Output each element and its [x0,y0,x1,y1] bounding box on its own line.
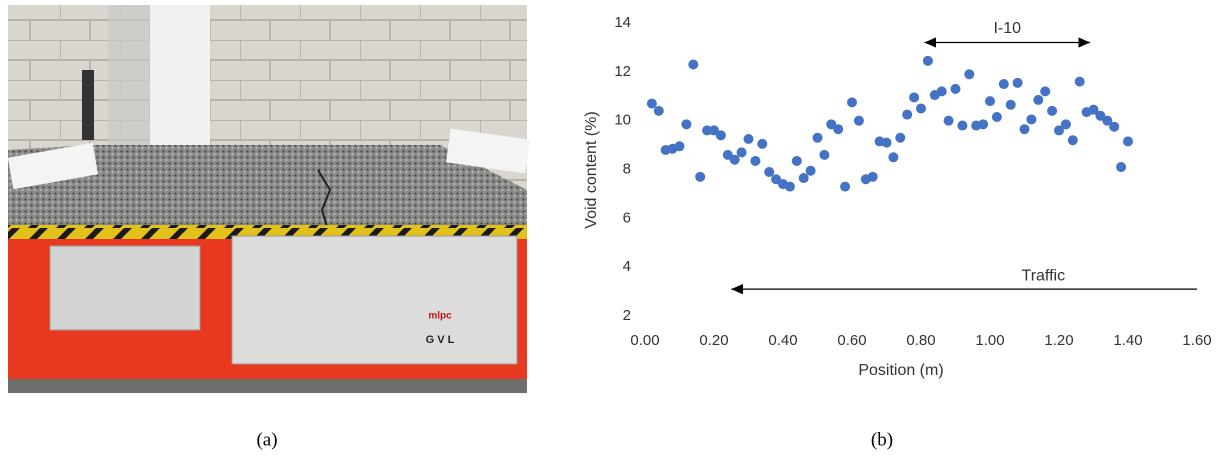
data-point [674,141,685,152]
data-point [998,79,1009,90]
y-tick-label: 12 [614,63,631,80]
y-tick-label: 2 [623,307,631,324]
data-point [743,133,754,144]
data-point [791,155,802,166]
x-tick-label: 0.00 [630,332,659,349]
photo-logo: G V L [426,334,455,346]
data-point [936,86,947,97]
data-point [1019,124,1030,135]
photo-floor [8,379,527,393]
data-point [1047,105,1058,116]
data-point [943,115,954,126]
y-tick-label: 8 [623,160,631,177]
data-point [826,119,837,130]
data-point [709,125,719,136]
data-point [847,97,857,108]
data-point [1109,121,1120,132]
data-point [757,138,768,149]
data-point [1102,115,1113,126]
photo-logo: mlpc [428,311,452,322]
photo-panel [49,245,201,331]
data-point [646,98,657,109]
data-point [1012,77,1023,88]
data-point [978,119,989,130]
data-point [916,103,926,114]
y-axis-title: Void content (%) [583,111,600,228]
data-point [867,171,878,182]
data-point [833,124,844,135]
photo-sensor [82,70,94,140]
x-tick-label: 1.20 [1044,332,1073,349]
photo-slab [8,145,527,230]
data-point [895,132,906,143]
data-point [909,92,920,103]
photo-note [7,142,99,190]
caption: (b) [871,429,893,450]
data-point [812,132,823,143]
data-point [1026,114,1037,125]
data-point [784,181,795,192]
y-tick-label: 4 [623,258,631,275]
data-point [688,59,699,70]
data-point [991,112,1002,123]
caption: (a) [256,429,277,450]
data-point [1067,135,1078,146]
photo-panel [231,235,518,365]
annotation-label: Traffic [1022,267,1066,284]
data-point [702,125,713,136]
data-point [736,147,747,158]
data-point [1088,104,1099,115]
annotation-label: I-10 [993,20,1021,37]
data-point [1033,94,1044,105]
x-tick-label: 0.40 [768,332,797,349]
data-point [729,154,740,165]
x-tick-label: 0.80 [906,332,935,349]
y-tick-label: 14 [614,14,631,31]
data-point [819,149,830,160]
x-tick-label: 0.20 [699,332,728,349]
x-tick-label: 0.60 [837,332,866,349]
y-tick-label: 6 [623,209,631,226]
x-tick-label: 1.60 [1182,332,1211,349]
photo: mlpc G V L [7,5,530,393]
data-point [653,105,664,116]
data-point [902,109,913,120]
y-tick-label: 10 [614,112,631,129]
data-point [888,152,899,163]
data-point [950,83,961,94]
x-axis-title: Position (m) [858,362,943,379]
data-point [985,96,995,107]
data-point [681,119,692,130]
data-point [722,149,733,160]
data-point [1040,86,1051,97]
data-point [922,55,933,66]
data-point [771,174,782,185]
photo-note [446,128,530,174]
data-point [840,181,851,192]
data-point [764,166,775,177]
data-point [1005,99,1016,110]
x-tick-label: 1.40 [1113,332,1142,349]
data-point [805,165,816,176]
data-point [1095,110,1106,121]
data-point [695,171,706,182]
data-point [964,69,975,80]
data-point [798,173,809,184]
data-point [1116,162,1127,173]
photo-sheet [150,5,210,145]
data-point [1123,136,1133,147]
data-point [1054,125,1064,136]
x-tick-label: 1.00 [975,332,1004,349]
data-point [881,137,892,148]
data-point [1060,119,1071,130]
photo-crack [317,169,332,231]
data-point [715,130,726,141]
data-point [1074,76,1085,87]
data-point [853,115,864,126]
data-point [750,155,761,166]
data-point [957,120,968,131]
